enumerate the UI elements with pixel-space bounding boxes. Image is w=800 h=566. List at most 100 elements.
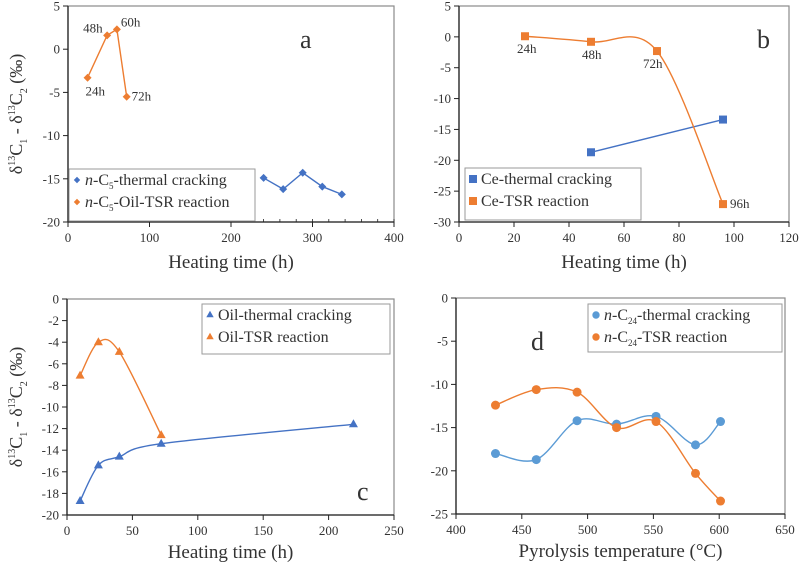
data-point	[93, 337, 103, 346]
data-point	[103, 31, 112, 40]
data-point	[348, 419, 358, 428]
legend-label: Oil-thermal cracking	[218, 307, 352, 324]
legend-label: n-C24-TSR reaction	[604, 329, 727, 348]
y-tick-label: -15	[434, 122, 451, 137]
x-tick-label: 250	[384, 523, 404, 538]
y-axis-title-part: (‰)	[6, 347, 27, 382]
y-axis-title-part: 13	[7, 156, 18, 166]
y-axis-title-part: C	[6, 386, 26, 398]
y-axis-title-part: 1	[19, 432, 30, 437]
panel-letter: b	[757, 25, 770, 54]
y-tick-label: -25	[434, 184, 451, 199]
x-axis-title: Heating time (h)	[561, 252, 687, 273]
x-tick-label: 100	[724, 230, 744, 245]
data-point	[716, 496, 726, 506]
legend-text-part: -Oil-TSR reaction	[114, 194, 230, 211]
y-tick-label: -16	[42, 464, 60, 479]
x-axis-title: Pyrolysis temperature (°C)	[519, 541, 723, 562]
data-point	[156, 430, 166, 439]
data-point	[691, 468, 701, 478]
legend-text-part: Oil-TSR reaction	[218, 329, 329, 346]
legend: Ce-thermal cracking Ce-TSR reaction	[464, 167, 642, 221]
legend-text-part: Ce-thermal cracking	[481, 171, 612, 188]
y-tick-label: -20	[431, 463, 448, 478]
y-axis-title-part: C	[6, 437, 26, 449]
series-line	[86, 28, 128, 97]
legend-text-part: Ce-TSR reaction	[481, 193, 589, 210]
y-tick-label: -4	[48, 335, 59, 350]
x-axis-title: Heating time (h)	[168, 252, 294, 273]
y-tick-label: -10	[42, 400, 59, 415]
data-point	[521, 32, 529, 41]
data-point	[114, 346, 124, 355]
legend-marker	[206, 332, 214, 340]
legend-text-part: -TSR reaction	[637, 329, 727, 346]
y-axis-title-part: 2	[19, 381, 30, 386]
y-tick-label: -30	[434, 215, 451, 230]
series-1: 24h 48h 72h 96h	[517, 32, 750, 211]
y-tick-label: -20	[43, 215, 60, 230]
data-point	[75, 495, 85, 504]
data-point	[259, 173, 268, 182]
data-point	[572, 387, 582, 397]
y-axis-title-part: 13	[7, 449, 18, 459]
legend-italic-n: n	[604, 329, 612, 346]
legend-marker	[73, 176, 81, 184]
panel-c: -20-18-16-14-12-10-8-6-4-200 50 100 150 200 2…	[42, 292, 404, 564]
legend-italic-n: n	[85, 194, 93, 211]
data-point	[156, 438, 166, 447]
legend-marker	[73, 198, 81, 206]
y-tick-label: -12	[42, 421, 59, 436]
legend-marker	[469, 197, 477, 205]
y-axis-title-part: δ	[6, 459, 26, 467]
x-tick-label: 0	[64, 523, 71, 538]
x-tick-label: 450	[512, 522, 532, 537]
legend-italic-n: n	[85, 172, 93, 189]
series-0	[75, 419, 358, 504]
legend-text-part: -C	[612, 329, 628, 346]
y-axis-title-part: δ	[6, 166, 26, 174]
legend-marker	[592, 311, 600, 319]
y-axis-title-part: 2	[19, 88, 30, 93]
data-point	[719, 115, 727, 124]
legend-subscript: 5	[109, 181, 114, 191]
x-axis-title: Heating time (h)	[168, 542, 294, 563]
legend-text-part: -C	[93, 194, 109, 211]
y-tick-label: -8	[48, 378, 59, 393]
y-tick-label: -25	[431, 507, 448, 522]
legend: Oil-thermal cracking Oil-TSR reaction	[201, 303, 391, 355]
data-point	[318, 182, 327, 191]
data-point	[490, 400, 500, 410]
x-tick-label: 0	[65, 230, 72, 245]
data-point	[587, 148, 595, 157]
legend-marker	[206, 310, 214, 318]
y-tick-label: -20	[434, 153, 451, 168]
legend-label: Ce-TSR reaction	[481, 193, 589, 210]
series-line	[79, 423, 354, 502]
panel-letter: d	[531, 327, 544, 356]
point-label: 96h	[730, 196, 750, 211]
data-point	[716, 417, 726, 427]
series-1: 24h 48h 60h 72h	[83, 14, 152, 103]
legend-subscript: 5	[109, 203, 114, 213]
x-tick-label: 400	[446, 522, 466, 537]
legend-text-part: Oil-thermal cracking	[218, 307, 352, 324]
x-tick-label: 200	[319, 523, 339, 538]
legend-box	[201, 303, 391, 355]
y-axis-title-part: 13	[7, 398, 18, 408]
x-tick-label: 400	[384, 230, 404, 245]
x-tick-label: 0	[456, 230, 463, 245]
y-tick-label: -5	[440, 60, 451, 75]
point-label: 48h	[83, 20, 103, 35]
data-point	[112, 25, 121, 34]
series-1	[75, 337, 166, 439]
data-point	[651, 417, 661, 427]
point-label: 60h	[121, 14, 141, 29]
data-point	[122, 92, 131, 101]
data-point	[279, 185, 288, 194]
legend-label: n-C24-thermal cracking	[604, 307, 750, 326]
x-tick-label: 550	[644, 522, 664, 537]
y-tick-label: 0	[53, 292, 60, 307]
